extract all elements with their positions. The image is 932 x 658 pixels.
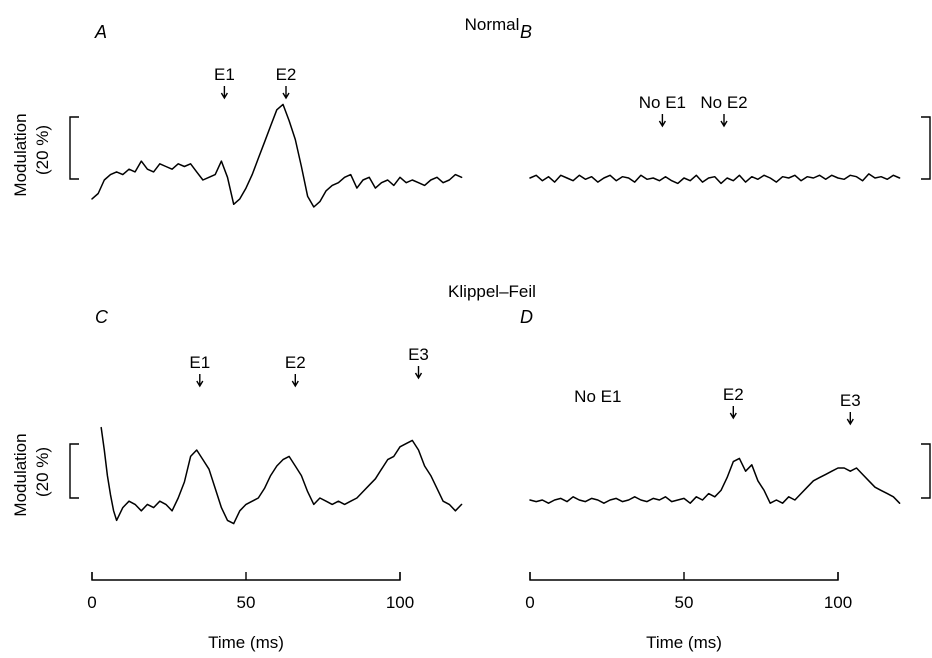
scalebar-label-top: (20 %) xyxy=(33,125,52,175)
annotation-d-e3: E3 xyxy=(840,391,861,410)
arrow-c-e3 xyxy=(414,366,423,380)
tick-label-2-100: 100 xyxy=(824,593,852,612)
arrow-c-e2 xyxy=(291,374,299,388)
annotation-c-e1: E1 xyxy=(189,353,210,372)
tick-label-1-0: 0 xyxy=(87,593,96,612)
panel-label-d: D xyxy=(520,307,533,327)
tick-label-2-0: 0 xyxy=(525,593,534,612)
panel-label-c: C xyxy=(95,307,109,327)
annotation-d-no-e1: No E1 xyxy=(574,387,621,406)
scale-bar-d xyxy=(921,443,931,499)
trace-c xyxy=(100,426,463,525)
annotation-b-no-e1: No E1 xyxy=(639,93,686,112)
arrow-d-e3 xyxy=(846,412,854,426)
scalebar-label-bottom: (20 %) xyxy=(33,447,52,497)
trace-b xyxy=(529,173,901,185)
annotation-c-e2: E2 xyxy=(285,353,306,372)
tick-label-2-50: 50 xyxy=(675,593,694,612)
scale-bar-c xyxy=(69,443,79,499)
arrow-a-e2 xyxy=(282,86,290,100)
arrow-d-e2 xyxy=(729,406,737,420)
annotation-d-e2: E2 xyxy=(723,385,744,404)
annotation-a-e1: E1 xyxy=(214,65,235,84)
arrow-b-no-e1 xyxy=(658,114,667,128)
annotation-c-e3: E3 xyxy=(408,345,429,364)
xlabel-right: Time (ms) xyxy=(646,633,722,652)
ylabel-bottom: Modulation xyxy=(11,433,30,516)
xlabel-left: Time (ms) xyxy=(208,633,284,652)
tick-label-1-50: 50 xyxy=(237,593,256,612)
arrow-b-no-e2 xyxy=(720,114,728,128)
arrow-c-e1 xyxy=(196,374,204,388)
trace-a xyxy=(91,103,463,208)
group-title-normal: Normal xyxy=(465,15,520,34)
annotations: E1 E2 No E1 No E2 E1 E2 E3 No E1 E2 E3 xyxy=(189,65,861,426)
ylabel-top: Modulation xyxy=(11,113,30,196)
scale-bar-a xyxy=(69,116,79,180)
panel-label-b: B xyxy=(520,22,532,42)
arrow-a-e1 xyxy=(220,86,229,100)
group-title-klippel-feil: Klippel–Feil xyxy=(448,282,536,301)
traces xyxy=(91,103,901,525)
panel-label-a: A xyxy=(94,22,107,42)
scale-bar-b xyxy=(921,116,931,180)
annotation-b-no-e2: No E2 xyxy=(700,93,747,112)
tick-label-1-100: 100 xyxy=(386,593,414,612)
trace-d xyxy=(529,457,901,504)
annotation-a-e2: E2 xyxy=(276,65,297,84)
time-axes: 0 50 100 0 50 100 xyxy=(87,572,852,612)
